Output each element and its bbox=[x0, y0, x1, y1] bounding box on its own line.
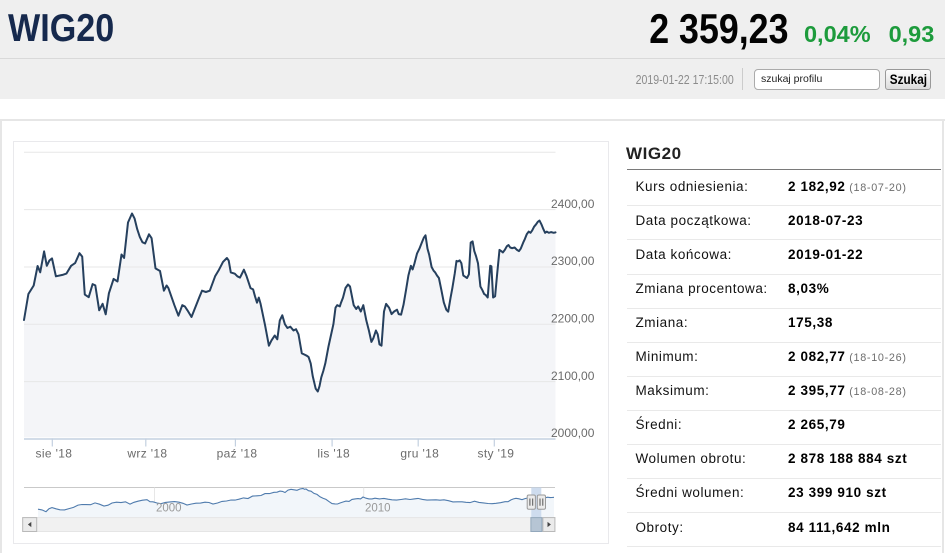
svg-text:2300,00: 2300,00 bbox=[551, 254, 595, 268]
svg-text:sty '19: sty '19 bbox=[478, 446, 515, 460]
svg-text:2100,00: 2100,00 bbox=[551, 369, 595, 383]
svg-text:2000: 2000 bbox=[156, 503, 182, 515]
svg-text:2010: 2010 bbox=[365, 503, 391, 515]
svg-text:gru '18: gru '18 bbox=[400, 446, 439, 460]
svg-text:2000,00: 2000,00 bbox=[551, 426, 595, 440]
svg-text:2400,00: 2400,00 bbox=[551, 197, 595, 211]
svg-text:sie '18: sie '18 bbox=[36, 446, 73, 460]
svg-text:wrz '18: wrz '18 bbox=[126, 446, 167, 460]
svg-text:2200,00: 2200,00 bbox=[551, 312, 595, 326]
svg-text:lis '18: lis '18 bbox=[317, 446, 350, 460]
svg-text:paź '18: paź '18 bbox=[217, 446, 258, 460]
